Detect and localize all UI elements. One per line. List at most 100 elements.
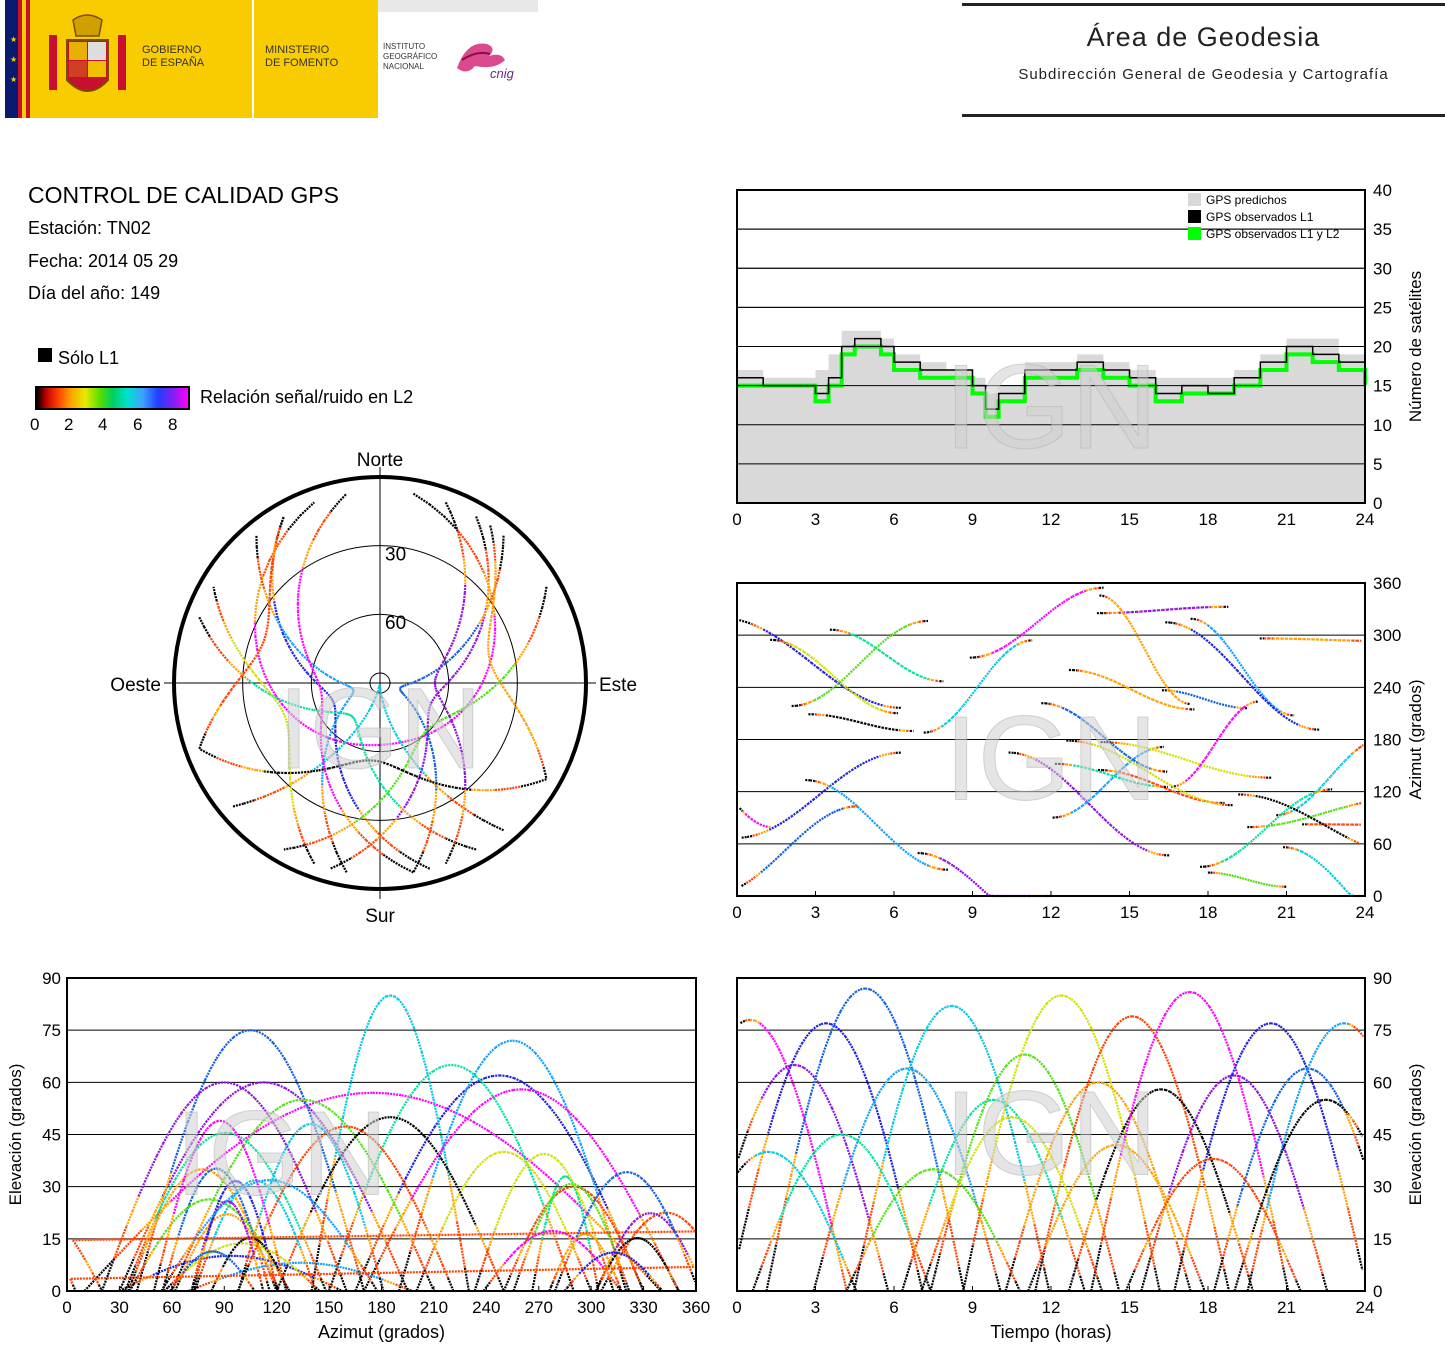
elaz-track — [455, 1091, 465, 1100]
elaz-track — [687, 1255, 693, 1262]
sky-track — [462, 638, 470, 647]
sky-track — [322, 803, 326, 814]
sky-track — [230, 685, 235, 691]
elaz-track — [341, 1119, 350, 1129]
elaz-track — [204, 1281, 212, 1286]
elaz-track — [269, 1204, 277, 1217]
azimuth-track — [1233, 875, 1238, 878]
elaz-track — [265, 1261, 270, 1268]
elaz-track — [349, 1247, 357, 1258]
elaz-track — [190, 1169, 196, 1174]
elevation-track — [800, 1035, 808, 1045]
elevation-track — [1187, 1110, 1195, 1120]
elevation-track — [878, 1084, 885, 1094]
elevation-track — [1182, 1228, 1190, 1250]
elaz-track — [395, 1107, 404, 1120]
elaz-track — [225, 1121, 231, 1127]
elevation-track — [1302, 1208, 1310, 1225]
elevation-track — [824, 1032, 832, 1047]
azimuth-track — [1094, 586, 1100, 590]
elevation-track — [834, 1010, 842, 1022]
azimuth-track — [1184, 777, 1190, 782]
elevation-track — [867, 1150, 874, 1159]
azimuth-track — [859, 637, 865, 642]
x-tick-label: 300 — [577, 1298, 605, 1317]
sky-track — [312, 769, 319, 773]
elevation-track — [975, 1204, 982, 1213]
azimuth-track — [1150, 660, 1156, 668]
sky-track — [330, 676, 336, 681]
sky-track — [461, 600, 466, 609]
elaz-track — [618, 1251, 622, 1255]
elaz-track — [309, 1099, 317, 1104]
azimuth-track — [998, 654, 1005, 661]
sky-track — [428, 729, 436, 736]
elevation-track — [1045, 998, 1053, 1005]
sky-track — [315, 676, 319, 682]
elaz-track — [242, 1185, 247, 1191]
elaz-track — [244, 1139, 252, 1146]
sky-track — [351, 691, 355, 695]
elevation-track — [1077, 1096, 1085, 1113]
elaz-track — [660, 1216, 665, 1220]
elaz-track — [407, 1088, 416, 1099]
azimuth-track — [1114, 680, 1120, 685]
elevation-track — [1080, 1009, 1087, 1019]
elevation-track — [1033, 1056, 1040, 1062]
predicted-area — [737, 330, 1365, 503]
elaz-track — [255, 1238, 259, 1242]
elaz-track — [432, 1098, 439, 1118]
sky-track — [256, 769, 265, 773]
elaz-track — [238, 1181, 243, 1185]
azimuth-track — [1123, 742, 1130, 746]
elaz-track — [397, 998, 403, 1005]
azimuth-track — [1185, 625, 1192, 631]
azimuth-track — [1144, 778, 1150, 783]
sky-track — [461, 807, 465, 817]
elevation-track — [752, 1169, 760, 1189]
azimuth-track — [763, 828, 770, 834]
sky-track — [519, 783, 530, 788]
elaz-track — [218, 1167, 222, 1172]
elaz-track — [485, 1249, 494, 1265]
elevation-track — [1121, 1016, 1128, 1021]
elaz-track — [624, 1227, 630, 1233]
azimuth-track — [1065, 708, 1072, 713]
elevation-track — [877, 1161, 885, 1183]
elevation-track — [943, 1211, 950, 1225]
elaz-track — [533, 1154, 538, 1159]
azimuth-track — [1329, 872, 1336, 879]
azimuth-track — [1113, 601, 1119, 607]
elaz-track — [430, 1239, 439, 1254]
elevation-track — [994, 1073, 1002, 1090]
elevation-track — [754, 1019, 761, 1025]
elevation-track — [991, 1136, 999, 1158]
elaz-track — [230, 1191, 238, 1198]
elevation-track — [1011, 1116, 1017, 1119]
elevation-track — [871, 1226, 878, 1237]
elevation-track — [894, 1198, 901, 1210]
azimuth-track — [752, 833, 759, 837]
elevation-track — [1277, 1239, 1285, 1251]
elevation-track — [1087, 1068, 1095, 1083]
azimuth-track — [1231, 772, 1238, 776]
sky-track — [433, 721, 438, 726]
azimuth-track — [1221, 858, 1227, 863]
inst-line3: NACIONAL — [383, 62, 424, 71]
y-tick-label: 45 — [1373, 1126, 1392, 1145]
elevation-track — [1087, 1250, 1094, 1265]
sky-track — [213, 593, 218, 602]
sky-track — [306, 770, 313, 774]
elaz-track — [445, 1063, 452, 1067]
elaz-track — [579, 1203, 583, 1211]
elaz-track — [321, 1104, 330, 1111]
elaz-track — [210, 1190, 219, 1205]
elaz-track — [197, 1121, 207, 1133]
elevation-track — [983, 1129, 991, 1137]
azimuth-track — [1095, 769, 1101, 773]
azimuth-track — [1283, 821, 1290, 825]
sky-track — [263, 685, 269, 691]
azimuth-track — [897, 662, 903, 667]
elaz-track — [328, 1136, 334, 1143]
elaz-track — [568, 1237, 575, 1249]
